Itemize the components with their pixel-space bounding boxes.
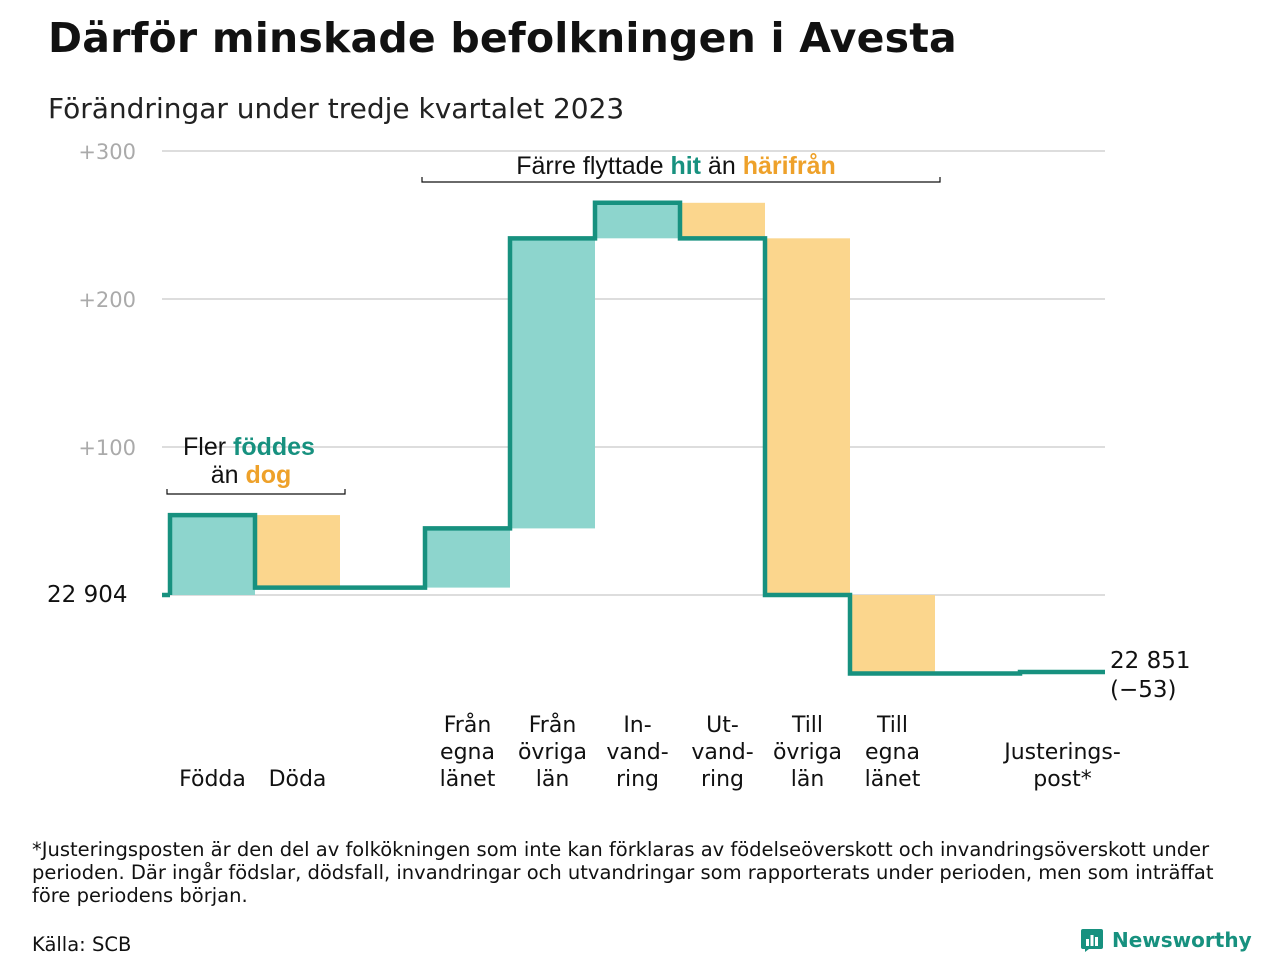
category-label: Till bbox=[876, 713, 908, 738]
bar-decrease bbox=[680, 202, 765, 239]
bars bbox=[170, 202, 935, 674]
annotation-moves-middle: än bbox=[701, 152, 743, 180]
grid-lines bbox=[162, 150, 1105, 596]
chart-subtitle: Förändringar under tredje kvartalet 2023 bbox=[48, 92, 625, 125]
category-label: Ut- bbox=[706, 713, 739, 738]
brand-logo[interactable]: Newsworthy bbox=[1080, 928, 1252, 952]
category-label: post* bbox=[1033, 767, 1092, 792]
annotation-births: Fler föddes än dog bbox=[166, 433, 346, 495]
annotation-births-line2: än dog bbox=[211, 461, 292, 489]
y-tick-labels: +300 +200 +100 bbox=[78, 140, 136, 460]
annotation-moves-prefix: Färre flyttade bbox=[516, 152, 670, 180]
bar-increase bbox=[170, 515, 255, 595]
running-total-path bbox=[167, 200, 1105, 676]
category-label: In- bbox=[623, 713, 651, 738]
newsworthy-icon bbox=[1081, 929, 1103, 952]
category-label: vand- bbox=[691, 740, 753, 765]
annotation-births-highlight2: dog bbox=[245, 461, 291, 489]
category-label: egna bbox=[440, 740, 495, 765]
category-label: länet bbox=[865, 767, 921, 792]
bar-increase bbox=[425, 528, 510, 588]
category-label: länet bbox=[440, 767, 496, 792]
end-value-label: 22 851 bbox=[1110, 648, 1190, 674]
start-value-label: 22 904 bbox=[47, 582, 127, 608]
category-label: vand- bbox=[606, 740, 668, 765]
category-label: Från bbox=[529, 712, 577, 738]
category-label: län bbox=[536, 767, 570, 792]
annotation-births-line1: Fler föddes bbox=[183, 433, 315, 461]
y-tick-label: +100 bbox=[78, 436, 136, 460]
waterfall-chart: +300+200+100 Födda DödaFrånegnalänetFrånö… bbox=[47, 140, 1190, 792]
annotation-moves-text: Färre flyttade hit än härifrån bbox=[516, 152, 836, 180]
bar-increase bbox=[510, 238, 595, 529]
category-label: ring bbox=[701, 767, 744, 792]
brand-name: Newsworthy bbox=[1112, 928, 1252, 952]
category-label: övriga bbox=[518, 740, 587, 765]
annotation-moves-highlight1: hit bbox=[670, 152, 701, 180]
category-label: övriga bbox=[773, 740, 842, 765]
footnote: *Justeringsposten är den del av folkökni… bbox=[32, 838, 1214, 907]
annotation-moves-highlight2: härifrån bbox=[743, 152, 836, 180]
category-label: Från bbox=[444, 712, 492, 738]
bar-decrease bbox=[765, 238, 850, 595]
category-label: Döda bbox=[269, 767, 327, 792]
category-label: egna bbox=[865, 740, 920, 765]
bar-decrease bbox=[850, 595, 935, 674]
bar-increase bbox=[595, 202, 680, 239]
annotation-births-prefix2: än bbox=[211, 461, 246, 489]
category-label: ring bbox=[616, 767, 659, 792]
annotation-moves-bracket bbox=[421, 177, 941, 183]
annotation-births-highlight: föddes bbox=[233, 433, 315, 461]
category-label: Justerings- bbox=[1002, 740, 1121, 765]
y-tick-label: +300 bbox=[78, 140, 136, 164]
annotation-moves: Färre flyttade hit än härifrån bbox=[421, 152, 941, 183]
annotation-births-prefix: Fler bbox=[183, 433, 233, 461]
category-label: län bbox=[791, 767, 825, 792]
source-label: Källa: SCB bbox=[32, 933, 132, 956]
category-labels: Födda DödaFrånegnalänetFrånövrigalänIn-va… bbox=[179, 712, 1121, 792]
bar-decrease bbox=[255, 515, 340, 588]
annotation-births-bracket bbox=[166, 489, 346, 495]
chart-title: Därför minskade befolkningen i Avesta bbox=[48, 14, 957, 62]
running-total-line bbox=[162, 200, 1105, 676]
y-tick-label: +200 bbox=[78, 288, 136, 312]
category-label: Till bbox=[791, 713, 823, 738]
end-change-label: (−53) bbox=[1110, 677, 1176, 703]
category-label: Födda bbox=[179, 767, 246, 792]
